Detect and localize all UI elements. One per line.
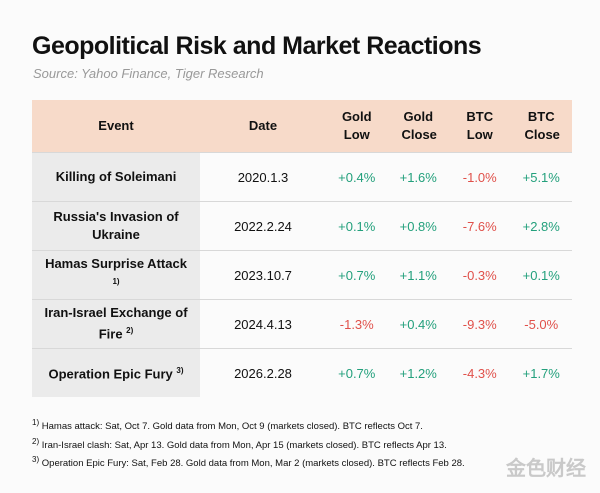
date-cell: 2023.10.7 (200, 250, 326, 300)
value-cell: +1.7% (510, 348, 572, 397)
table-row: Hamas Surprise Attack 1) 2023.10.7 +0.7% +1… (32, 250, 572, 300)
event-cell: Russia's Invasion of Ukraine (32, 201, 200, 251)
value-cell: +5.1% (510, 152, 572, 202)
table-row: Iran-Israel Exchange of Fire 2) 2024.4.13… (32, 299, 572, 349)
value-cell: -4.3% (449, 348, 511, 397)
value-cell: +0.4% (387, 299, 449, 349)
header-row: Event Date Gold Low Gold Close BTC Low BTC Cl… (32, 100, 572, 153)
date-cell: 2026.2.28 (200, 348, 326, 397)
value-cell: +2.8% (510, 201, 572, 251)
footnote: 2) Iran-Israel clash: Sat, Apr 13. Gold … (32, 435, 465, 454)
table-row: Russia's Invasion of Ukraine 2022.2.24 +0.… (32, 201, 572, 251)
footnote-text: Operation Epic Fury: Sat, Feb 28. Gold d… (41, 458, 465, 470)
footnote-ref: 3) (176, 366, 184, 376)
table-row: Operation Epic Fury 3) 2026.2.28 +0.7% +1.2… (32, 348, 572, 397)
value-cell: +0.7% (326, 348, 388, 397)
value-cell: +1.6% (387, 152, 449, 202)
footnote-text: Hamas attack: Sat, Oct 7. Gold data from… (41, 421, 423, 433)
footnote-ref: 2) (126, 326, 134, 336)
watermark: 金色财经 (506, 458, 586, 480)
value-cell: +1.2% (387, 348, 449, 397)
value-cell: -0.3% (449, 250, 511, 300)
value-cell: -5.0% (510, 299, 572, 349)
value-cell: +0.8% (387, 201, 449, 251)
event-name: Russia's Invasion of Ukraine (53, 209, 179, 242)
event-name: Killing of Soleimani (55, 169, 177, 184)
event-cell: Operation Epic Fury 3) (32, 348, 200, 397)
footnote: 3) Operation Epic Fury: Sat, Feb 28. Gol… (32, 453, 465, 472)
event-cell: Iran-Israel Exchange of Fire 2) (32, 299, 200, 349)
value-cell: +1.1% (387, 250, 449, 300)
footnote-text: Iran-Israel clash: Sat, Apr 13. Gold dat… (41, 439, 447, 451)
footnote-ref: 1) (112, 277, 120, 287)
title: Geopolitical Risk and Market Reactions (32, 32, 482, 60)
table: Event Date Gold Low Gold Close BTC Low BTC Cl… (32, 100, 572, 397)
table-body: Killing of Soleimani 2020.1.3 +0.4% +1.6% -1… (32, 152, 572, 397)
value-cell: +0.7% (326, 250, 388, 300)
value-cell: -9.3% (449, 299, 511, 349)
footnotes: 1) Hamas attack: Sat, Oct 7. Gold data f… (32, 416, 465, 472)
footnote-mark: 3) (32, 455, 40, 465)
column-header: Event (32, 100, 200, 153)
column-header: Gold Close (387, 100, 449, 153)
column-header: Date (200, 100, 326, 153)
table-row: Killing of Soleimani 2020.1.3 +0.4% +1.6% -1… (32, 152, 572, 202)
event-name: Operation Epic Fury (48, 366, 173, 382)
value-cell: +0.1% (326, 201, 388, 251)
footnote-mark: 2) (32, 436, 40, 446)
value-cell: +0.4% (326, 152, 388, 202)
column-header: BTC Close (510, 100, 572, 153)
date-cell: 2020.1.3 (200, 152, 326, 202)
footnote-mark: 1) (32, 418, 40, 427)
footnote: 1) Hamas attack: Sat, Oct 7. Gold data f… (32, 416, 465, 435)
event-cell: Killing of Soleimani (32, 152, 200, 202)
date-cell: 2022.2.24 (200, 201, 326, 251)
source: Source: Yahoo Finance, Tiger Research (33, 66, 264, 81)
event-cell: Hamas Surprise Attack 1) (32, 250, 200, 300)
event-name: Hamas Surprise Attack (45, 256, 187, 272)
value-cell: -1.0% (449, 152, 511, 202)
value-cell: -1.3% (326, 299, 388, 349)
column-header: BTC Low (449, 100, 511, 153)
value-cell: -7.6% (449, 201, 511, 251)
date-cell: 2024.4.13 (200, 299, 326, 349)
event-name: Iran-Israel Exchange of Fire (44, 305, 188, 342)
value-cell: +0.1% (510, 250, 572, 300)
column-header: Gold Low (326, 100, 388, 153)
